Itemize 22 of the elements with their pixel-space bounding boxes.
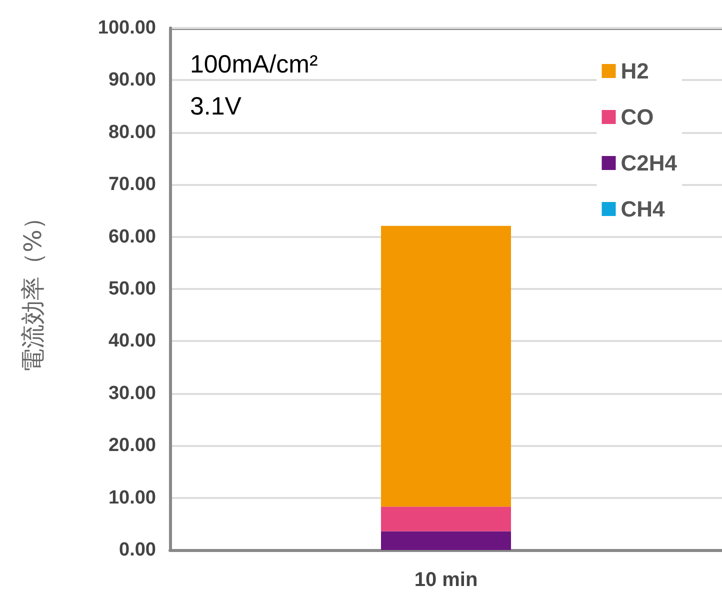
y-tick-label: 90.00	[108, 70, 156, 91]
bar	[381, 226, 511, 507]
y-tick-label: 60.00	[108, 226, 156, 248]
y-tick-label: 0.00	[119, 540, 156, 560]
annotation: 100mA/cm²	[190, 50, 318, 78]
x-tick-label: 10 min	[414, 569, 478, 591]
y-tick-label: 70.00	[108, 174, 156, 196]
legend-label: H2	[620, 58, 649, 84]
y-tick-label: 10.00	[108, 487, 156, 508]
legend-label: CO	[620, 104, 654, 130]
y-tick-label: 80.00	[108, 122, 156, 143]
legend-label: CH4	[620, 196, 666, 222]
y-tick-label: 40.00	[108, 330, 156, 352]
y-axis-title: 電流効率（%）	[19, 206, 47, 372]
y-tick-label: 30.00	[108, 382, 156, 404]
y-tick-label: 20.00	[108, 435, 156, 456]
legend-label: C2H4	[620, 150, 678, 176]
y-tick-label: 100.00	[98, 18, 156, 38]
y-tick-label: 50.00	[108, 278, 156, 300]
bar	[381, 531, 511, 550]
bar	[381, 506, 511, 532]
annotation: 3.1V	[190, 92, 242, 120]
